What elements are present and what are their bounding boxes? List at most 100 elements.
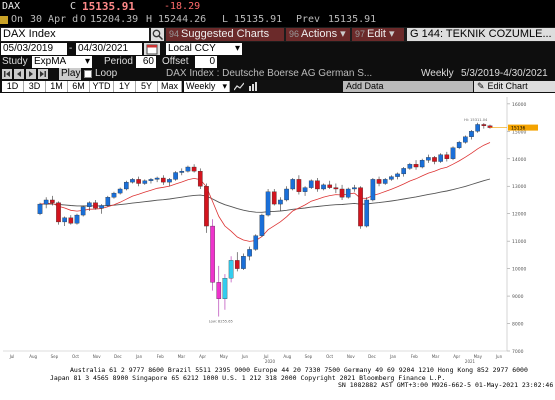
edit-label: Edit	[367, 28, 386, 40]
y-tick-label: 16000	[512, 102, 526, 108]
chart-type-icon[interactable]	[233, 82, 245, 91]
x-tick-label: Apr	[199, 354, 206, 359]
currency-label: Local CCY	[168, 43, 216, 54]
candle-body	[419, 160, 425, 168]
ema-slow-line	[39, 178, 491, 213]
period-max[interactable]: Max	[158, 81, 182, 92]
candle-body	[407, 164, 413, 169]
actions-button[interactable]: 96 Actions ▾	[286, 28, 350, 41]
candle-body	[426, 157, 431, 161]
period-1m[interactable]: 1M	[46, 81, 68, 92]
market-status: On	[11, 14, 24, 25]
candle-body	[302, 187, 308, 192]
ema-fast-line	[39, 142, 491, 242]
y-tick-label: 14000	[512, 157, 526, 163]
x-tick-label: Feb	[411, 354, 419, 359]
chevron-down-icon: ▾	[234, 43, 240, 54]
rewind-icon[interactable]	[2, 69, 12, 79]
loop-label: Loop	[95, 68, 118, 79]
open-value: 15204.39	[90, 14, 139, 25]
candle-body	[352, 187, 357, 190]
candle-body	[271, 191, 277, 205]
suggested-charts-button[interactable]: 94 Suggested Charts	[166, 28, 284, 41]
currency-select[interactable]: Local CCY ▾	[166, 43, 242, 55]
period-1y[interactable]: 1Y	[114, 81, 136, 92]
candle-body	[93, 202, 98, 209]
calendar-icon[interactable]	[144, 43, 160, 55]
candle-body	[136, 179, 141, 184]
date-range-bar: 05/03/2019 - 04/30/2021 Local CCY ▾	[0, 42, 555, 56]
candle-body	[68, 217, 74, 224]
x-tick-label: Sep	[305, 354, 313, 359]
period-1d[interactable]: 1D	[2, 81, 24, 92]
loop-checkbox[interactable]	[84, 70, 92, 78]
step-forward-icon[interactable]	[26, 69, 36, 79]
candle-body	[204, 186, 209, 227]
candle-body	[333, 187, 339, 190]
x-tick-label: May	[220, 354, 229, 359]
period-3d[interactable]: 3D	[24, 81, 46, 92]
fast-forward-icon[interactable]	[38, 69, 48, 79]
candle-body	[179, 170, 185, 173]
year-label: 2020	[265, 359, 276, 364]
candle-body	[339, 188, 345, 198]
candle-body	[160, 177, 166, 183]
range-readout: 5/3/2019-4/30/2021	[461, 68, 548, 79]
candle-body	[308, 180, 314, 188]
y-tick-label: 13000	[512, 184, 526, 190]
low-value: 15135.91	[234, 14, 283, 25]
candle-body	[111, 192, 117, 198]
period-6m[interactable]: 6M	[68, 81, 90, 92]
candlestick-chart-svg: 16000 15000 14000 13000 12000 11000 10000 9000 8…	[3, 97, 538, 364]
x-tick-label: Oct	[72, 354, 79, 359]
high-label: H	[146, 14, 153, 25]
start-date-input[interactable]: 05/03/2019	[1, 43, 67, 55]
y-tick-label: 12000	[512, 212, 526, 218]
candle-body	[191, 166, 197, 172]
main-toolbar: DAX Index 94 Suggested Charts 96 Actions ▾…	[0, 27, 555, 42]
security-field[interactable]: DAX Index	[1, 28, 149, 41]
candle-body	[80, 206, 86, 216]
prev-value: 15135.91	[328, 14, 377, 25]
frequency-select[interactable]: Weekly ▾	[184, 81, 230, 92]
offset-input[interactable]: 0	[195, 56, 217, 68]
candle-body	[327, 184, 333, 188]
x-tick-label: Jan	[135, 354, 143, 359]
y-tick-label: 7000	[512, 349, 524, 355]
zoom-icon[interactable]	[151, 28, 164, 41]
chevron-down-icon: ▾	[337, 28, 346, 40]
price-chart[interactable]: 16000 15000 14000 13000 12000 11000 10000 9000 8…	[0, 93, 555, 365]
edit-button[interactable]: 97 Edit ▾	[352, 28, 404, 41]
last-value-label: 15136	[511, 126, 525, 132]
study-select[interactable]: ExpMA ▾	[32, 56, 92, 68]
chart-title-field[interactable]: G 144: TEKNIK COZUMLE...	[407, 28, 555, 41]
period-input[interactable]: 60	[136, 56, 156, 68]
chevron-down-icon: ▾	[385, 28, 395, 40]
high-value: 15244.26	[158, 14, 207, 25]
last-value-badge	[508, 124, 538, 131]
add-data-button[interactable]: Add Data	[343, 81, 473, 92]
edit-chart-button[interactable]: ✎ Edit Chart	[474, 81, 555, 92]
candle-body	[475, 124, 480, 132]
candle-body	[438, 154, 443, 162]
candle-body	[210, 225, 215, 283]
x-tick-label: Jun	[241, 354, 249, 359]
candle-body	[130, 179, 135, 183]
candle-body	[401, 168, 407, 175]
ticker-bar: DAX C 15135.91 -18.29	[0, 0, 555, 13]
candle-body	[450, 147, 456, 159]
candle-body	[456, 142, 462, 148]
edit-chart-label: Edit Chart	[487, 81, 528, 91]
end-date-input[interactable]: 04/30/2021	[76, 43, 142, 55]
candle-body	[364, 199, 370, 227]
frequency-readout: Weekly	[421, 68, 454, 79]
bar-type-icon[interactable]	[248, 82, 258, 91]
range-separator: -	[69, 43, 73, 54]
candle-body	[185, 166, 191, 172]
period-ytd[interactable]: YTD	[90, 81, 114, 92]
step-back-icon[interactable]	[14, 69, 24, 79]
suggested-label: Suggested Charts	[181, 28, 270, 40]
period-5y[interactable]: 5Y	[136, 81, 158, 92]
play-button[interactable]: Play	[59, 68, 81, 80]
candle-body	[444, 154, 450, 159]
